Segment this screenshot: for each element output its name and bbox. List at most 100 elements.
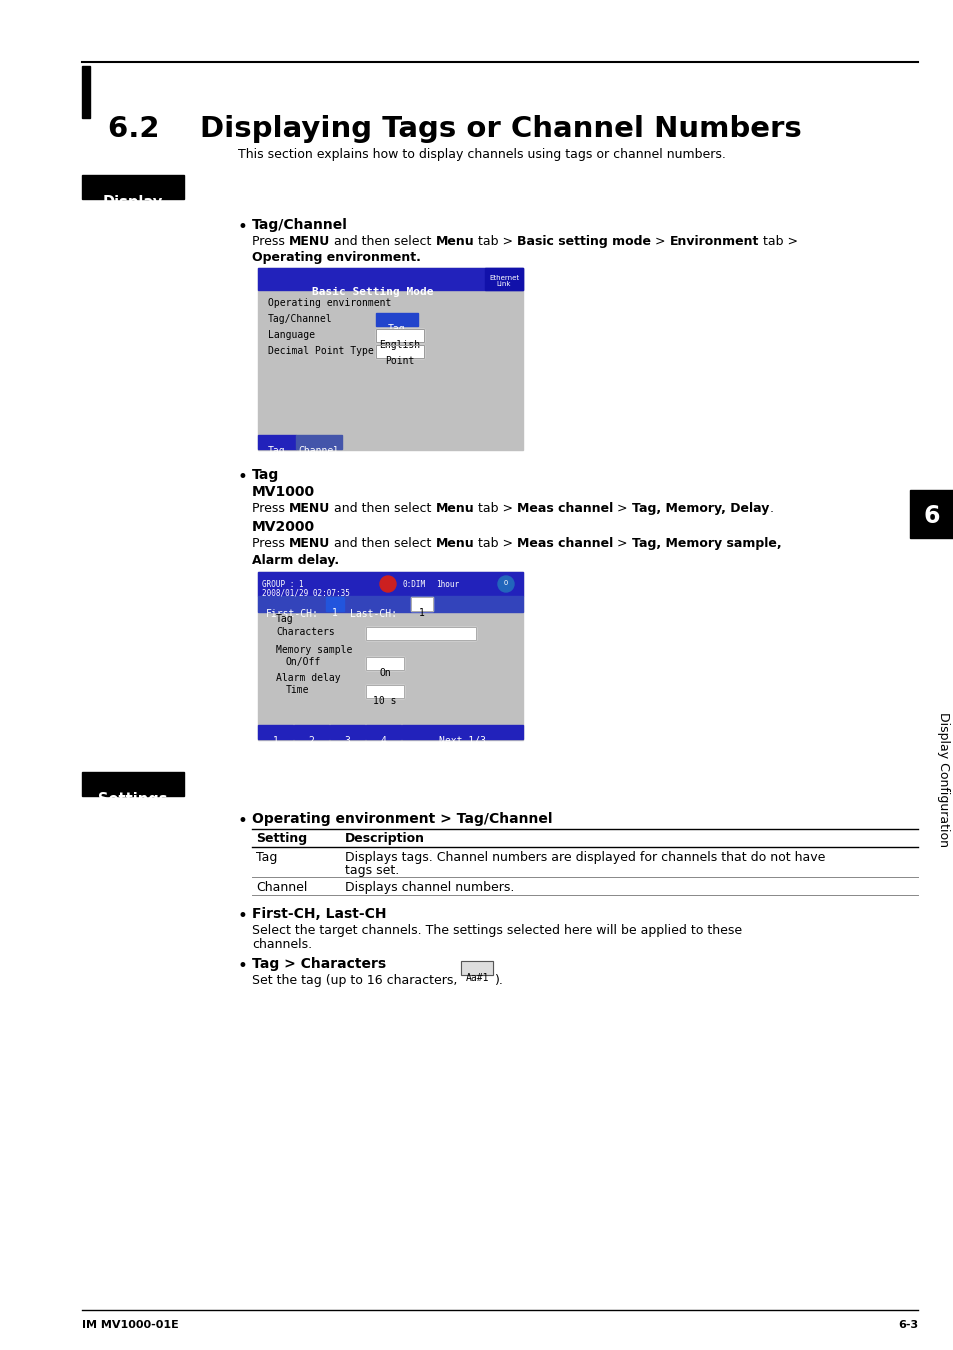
Bar xyxy=(366,657,403,670)
Text: Tag, Memory sample,: Tag, Memory sample, xyxy=(631,537,781,549)
Text: This section explains how to display channels using tags or channel numbers.: This section explains how to display cha… xyxy=(237,148,725,161)
Text: Operating environment.: Operating environment. xyxy=(252,251,420,265)
Text: 1: 1 xyxy=(332,608,337,618)
Text: First-CH, Last-CH: First-CH, Last-CH xyxy=(252,907,386,921)
Text: Memory sample: Memory sample xyxy=(275,645,352,655)
Text: On: On xyxy=(378,668,391,678)
Text: Press: Press xyxy=(252,235,289,248)
Text: •: • xyxy=(237,217,248,236)
Text: Displays channel numbers.: Displays channel numbers. xyxy=(345,882,514,894)
Bar xyxy=(257,725,293,738)
Text: Basic setting mode: Basic setting mode xyxy=(517,235,651,248)
Text: Environment: Environment xyxy=(669,235,759,248)
Text: Display Configuration: Display Configuration xyxy=(937,713,949,848)
Text: MENU: MENU xyxy=(289,502,330,514)
Text: Settings: Settings xyxy=(98,792,168,807)
Text: tab >: tab > xyxy=(474,502,517,514)
Text: Tag/Channel: Tag/Channel xyxy=(252,217,348,232)
Text: tab >: tab > xyxy=(759,235,797,248)
Text: Description: Description xyxy=(345,832,424,845)
Text: Ethernet
Link: Ethernet Link xyxy=(489,274,518,288)
Text: tags set.: tags set. xyxy=(345,864,399,878)
Text: and then select: and then select xyxy=(330,235,435,248)
Text: Press: Press xyxy=(252,537,289,549)
Text: Language: Language xyxy=(268,329,314,340)
Bar xyxy=(375,346,423,358)
Text: Tag/Channel: Tag/Channel xyxy=(268,315,333,324)
Text: GROUP : 1: GROUP : 1 xyxy=(262,580,303,589)
Bar xyxy=(375,313,417,325)
Text: •: • xyxy=(237,468,248,486)
Text: Displays tags. Channel numbers are displayed for channels that do not have: Displays tags. Channel numbers are displ… xyxy=(345,850,824,864)
Bar xyxy=(257,269,522,290)
Bar xyxy=(411,597,433,612)
Bar xyxy=(366,626,476,640)
Text: 0:DIM: 0:DIM xyxy=(402,580,426,589)
Text: •: • xyxy=(237,957,248,975)
Text: Tag: Tag xyxy=(252,468,279,482)
Bar xyxy=(257,269,522,450)
Text: Alarm delay.: Alarm delay. xyxy=(252,554,338,567)
Bar xyxy=(82,772,184,796)
Text: Tag > Characters: Tag > Characters xyxy=(252,957,386,971)
Bar xyxy=(461,961,493,975)
Text: On/Off: On/Off xyxy=(286,657,321,667)
Text: •: • xyxy=(237,811,248,830)
Text: 1hour: 1hour xyxy=(436,580,458,589)
Bar xyxy=(257,435,295,450)
Bar xyxy=(401,725,522,738)
Bar xyxy=(326,597,344,612)
Text: Tag, Memory, Delay: Tag, Memory, Delay xyxy=(631,502,768,514)
Text: Menu: Menu xyxy=(435,235,474,248)
Text: Channel: Channel xyxy=(255,882,307,894)
Text: and then select: and then select xyxy=(330,502,435,514)
Bar xyxy=(82,176,184,198)
Circle shape xyxy=(379,576,395,593)
Text: Menu: Menu xyxy=(435,502,474,514)
Text: Operating environment > Tag/Channel: Operating environment > Tag/Channel xyxy=(252,811,552,826)
Text: English: English xyxy=(379,340,420,350)
Text: 1: 1 xyxy=(273,736,278,747)
Text: Aa#1: Aa#1 xyxy=(465,973,489,983)
Text: Alarm delay: Alarm delay xyxy=(275,674,340,683)
Text: >: > xyxy=(613,502,631,514)
Text: Decimal Point Type: Decimal Point Type xyxy=(268,346,374,356)
Bar xyxy=(295,435,341,450)
Text: First-CH:: First-CH: xyxy=(266,609,318,620)
Text: >: > xyxy=(651,235,669,248)
Text: 6.2    Displaying Tags or Channel Numbers: 6.2 Displaying Tags or Channel Numbers xyxy=(108,115,801,143)
Bar xyxy=(257,572,522,595)
Bar xyxy=(484,269,522,290)
Bar xyxy=(411,597,433,612)
Text: 2008/01/29 02:07:35: 2008/01/29 02:07:35 xyxy=(262,589,350,598)
Text: 2: 2 xyxy=(308,736,314,747)
Bar xyxy=(294,725,329,738)
Text: 4: 4 xyxy=(380,736,386,747)
Bar xyxy=(366,684,403,698)
Text: 3: 3 xyxy=(344,736,350,747)
Text: Meas channel: Meas channel xyxy=(517,502,613,514)
Text: Set the tag (up to 16 characters,: Set the tag (up to 16 characters, xyxy=(252,973,461,987)
Text: Last-CH:: Last-CH: xyxy=(350,609,396,620)
Text: Menu: Menu xyxy=(435,537,474,549)
Text: Operating environment: Operating environment xyxy=(268,298,391,308)
Text: Channel: Channel xyxy=(298,446,339,456)
Text: IM MV1000-01E: IM MV1000-01E xyxy=(82,1320,178,1330)
Text: ).: ). xyxy=(495,973,504,987)
Bar xyxy=(366,684,403,698)
Text: tab >: tab > xyxy=(474,235,517,248)
Text: Display: Display xyxy=(103,194,163,211)
Text: 1: 1 xyxy=(418,608,424,618)
Text: Basic Setting Mode: Basic Setting Mode xyxy=(312,288,433,297)
Bar xyxy=(366,626,476,640)
Text: •: • xyxy=(237,907,248,925)
Text: Tag: Tag xyxy=(275,614,294,624)
Text: Setting: Setting xyxy=(255,832,307,845)
Text: tab >: tab > xyxy=(474,537,517,549)
Bar xyxy=(909,490,953,539)
Text: Next 1/3: Next 1/3 xyxy=(438,736,485,747)
Text: Point: Point xyxy=(385,356,415,366)
Text: .: . xyxy=(768,502,773,514)
Text: >: > xyxy=(613,537,631,549)
Text: channels.: channels. xyxy=(252,938,312,950)
